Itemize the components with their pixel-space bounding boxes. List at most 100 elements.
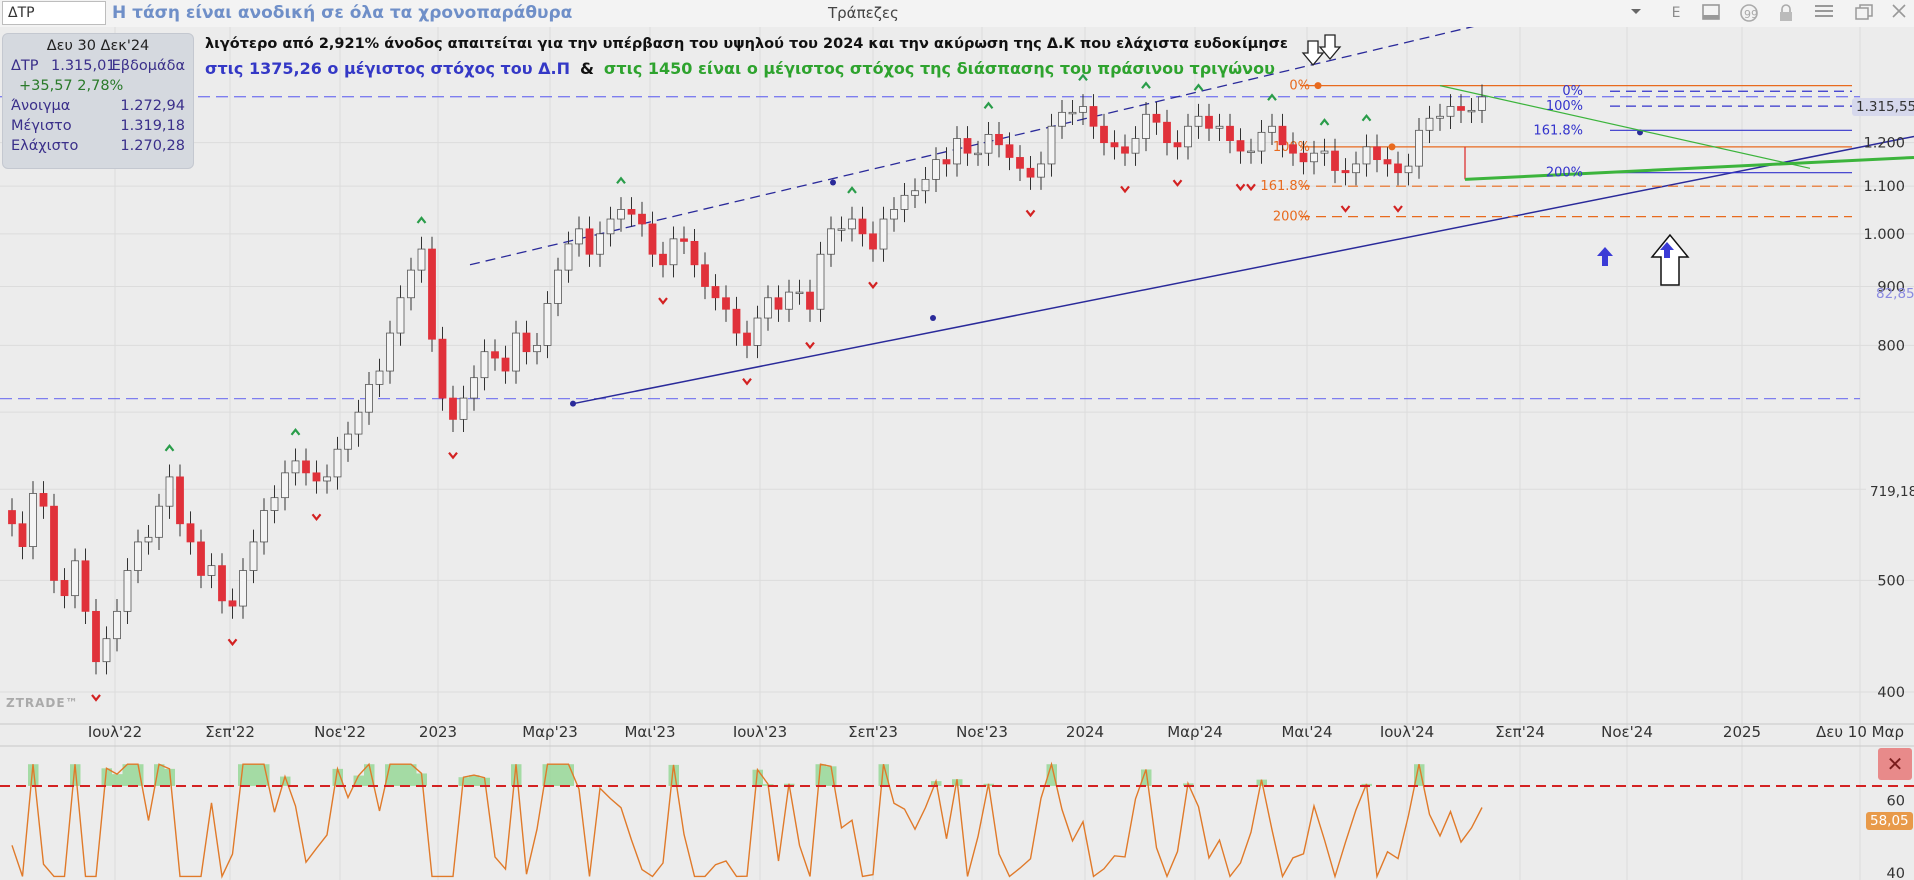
candle-down bbox=[1205, 115, 1213, 129]
info-high-label: Μέγιστο bbox=[11, 118, 72, 134]
x-tick-label: 2025 bbox=[1723, 723, 1761, 741]
candle-up bbox=[239, 570, 247, 607]
rsi-overbought-fill bbox=[101, 768, 112, 786]
candle-down bbox=[81, 560, 90, 612]
candle-up bbox=[29, 493, 37, 547]
candle-down bbox=[522, 332, 531, 353]
candle-up bbox=[155, 505, 163, 538]
x-tick-label: Μαι'24 bbox=[1281, 723, 1332, 741]
candle-down bbox=[1457, 106, 1465, 111]
info-open-label: Άνοιγμα bbox=[11, 98, 71, 114]
candle-up bbox=[207, 565, 216, 576]
info-low-row: Ελάχιστο 1.270,28 bbox=[11, 136, 185, 156]
fib-blue-label: 0% bbox=[1562, 84, 1583, 99]
e-icon[interactable]: E bbox=[1671, 5, 1681, 21]
info-period: Εβδομάδα bbox=[111, 58, 185, 74]
candle-up bbox=[1257, 131, 1266, 152]
signal-down-chevron bbox=[658, 297, 668, 305]
candle-up bbox=[984, 133, 993, 154]
y-tick-label: 800 bbox=[1877, 338, 1905, 354]
candle-up bbox=[554, 269, 562, 304]
up-arrow-icon bbox=[1650, 233, 1690, 286]
restore-icon[interactable] bbox=[1853, 4, 1875, 24]
fib-blue-label: 161.8% bbox=[1533, 123, 1583, 138]
candle-down bbox=[1016, 157, 1024, 169]
candle-up bbox=[1215, 125, 1224, 129]
x-tick-label: Ιουλ'22 bbox=[88, 723, 142, 741]
signal-up-chevron bbox=[1319, 118, 1330, 126]
candle-up bbox=[123, 570, 132, 612]
candle-down bbox=[806, 291, 814, 310]
candle-up bbox=[1404, 165, 1413, 174]
rsi-overbought-fill bbox=[511, 764, 522, 786]
candle-up bbox=[1068, 111, 1077, 115]
close-window-icon[interactable] bbox=[1888, 4, 1910, 22]
signal-up-chevron bbox=[1193, 83, 1204, 91]
triangle-support-line bbox=[1464, 155, 1914, 181]
rsi-overbought-fill bbox=[826, 766, 837, 786]
candle-up bbox=[606, 218, 615, 235]
signal-up-chevron bbox=[616, 176, 626, 184]
rsi-last-badge: 58,05 bbox=[1866, 812, 1913, 830]
candle-up bbox=[837, 228, 846, 231]
candle-down bbox=[1121, 146, 1129, 154]
candle-up bbox=[1320, 150, 1329, 154]
signal-up-chevron bbox=[290, 428, 301, 436]
x-tick-label: Ιουλ'24 bbox=[1380, 723, 1434, 741]
candle-up bbox=[1425, 117, 1434, 131]
candle-up bbox=[890, 209, 898, 220]
signal-up-chevron bbox=[1361, 113, 1372, 122]
menu-icon[interactable] bbox=[1813, 4, 1835, 22]
candle-up bbox=[911, 190, 919, 196]
candle-up bbox=[1047, 125, 1056, 165]
blue-up-arrow-icon bbox=[1597, 247, 1613, 266]
fib-blue-label: 100% bbox=[1546, 99, 1583, 114]
candle-up bbox=[1037, 163, 1045, 178]
signal-up-chevron bbox=[416, 216, 427, 224]
x-tick-label: Σεπ'24 bbox=[1495, 723, 1545, 741]
channel-support-line bbox=[572, 135, 1914, 405]
signal-up-chevron bbox=[1267, 93, 1277, 101]
candle-down bbox=[690, 240, 699, 266]
candle-down bbox=[638, 213, 646, 225]
candle-down bbox=[963, 138, 972, 154]
signal-down-chevron bbox=[805, 341, 815, 350]
candle-up bbox=[344, 433, 352, 450]
symbol-input[interactable]: ΔΤΡ bbox=[2, 1, 106, 25]
annotation-blue-target: στις 1375,26 ο μέγιστος στόχος του Δ.Π bbox=[205, 59, 570, 78]
price-chart[interactable]: 200%161.8%100%0%0%100%161.8%200% 4005006… bbox=[0, 27, 1914, 880]
rsi-overbought-fill bbox=[815, 764, 826, 786]
candle-up bbox=[386, 332, 394, 372]
candle-up bbox=[480, 351, 489, 379]
candle-down bbox=[197, 541, 205, 576]
rsi-overbought-fill bbox=[154, 764, 165, 786]
chevron-down-icon[interactable] bbox=[1625, 4, 1647, 22]
rsi-overbought-fill bbox=[332, 768, 343, 786]
candle-up bbox=[953, 138, 961, 165]
info-high-row: Μέγιστο 1.319,18 bbox=[11, 116, 185, 136]
candle-up bbox=[365, 383, 373, 413]
rsi-overbought-fill bbox=[259, 764, 270, 786]
y-tick-label: 1.200 bbox=[1863, 136, 1905, 152]
candle-up bbox=[1352, 163, 1360, 174]
quote-icon[interactable]: 99 bbox=[1738, 4, 1760, 26]
candle-down bbox=[438, 338, 447, 399]
close-panel-button[interactable]: ✕ bbox=[1878, 748, 1912, 780]
signal-up-chevron bbox=[164, 444, 175, 452]
candle-up bbox=[1310, 152, 1318, 163]
candle-up bbox=[1079, 106, 1087, 113]
candle-up bbox=[764, 297, 772, 319]
rsi-overbought-fill bbox=[458, 777, 469, 786]
candle-up bbox=[533, 345, 541, 353]
candle-up bbox=[260, 510, 268, 543]
lock-icon[interactable] bbox=[1775, 4, 1797, 26]
candle-down bbox=[995, 133, 1003, 146]
candle-up bbox=[1446, 106, 1455, 117]
panel-icon[interactable] bbox=[1700, 4, 1722, 24]
candle-up bbox=[323, 476, 331, 482]
candle-up bbox=[407, 269, 415, 299]
candle-up bbox=[512, 332, 520, 372]
candle-down bbox=[1226, 125, 1234, 141]
candle-up bbox=[974, 152, 982, 156]
candle-up bbox=[291, 460, 300, 474]
